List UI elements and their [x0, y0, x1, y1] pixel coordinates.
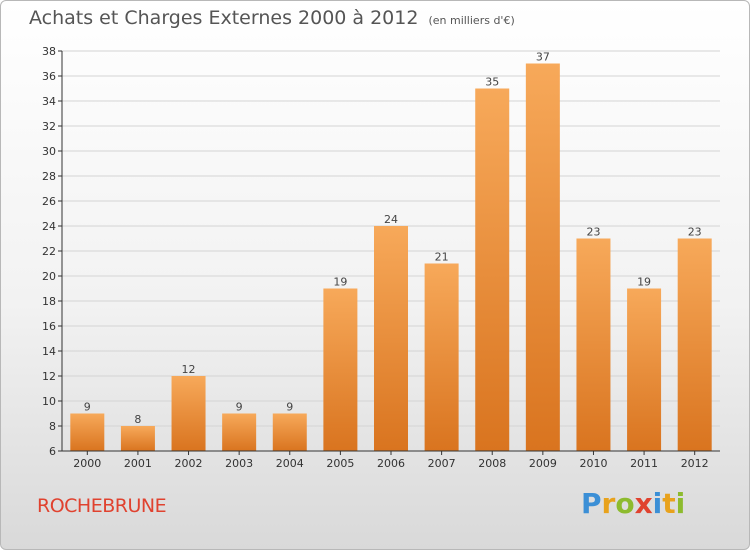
x-tick-label: 2000	[73, 457, 101, 470]
bar	[272, 413, 307, 451]
y-tick-label: 32	[42, 120, 56, 133]
bar	[120, 426, 155, 451]
data-label: 9	[286, 401, 293, 414]
x-tick-label: 2001	[124, 457, 152, 470]
y-tick-label: 20	[42, 270, 56, 283]
data-label: 19	[333, 276, 347, 289]
y-tick-label: 38	[42, 45, 56, 58]
bar	[576, 238, 611, 451]
bar	[475, 88, 510, 451]
x-tick-label: 2007	[428, 457, 456, 470]
bar	[424, 263, 459, 451]
brand-letter: t	[662, 487, 676, 520]
bar	[525, 63, 560, 451]
y-tick-label: 30	[42, 145, 56, 158]
y-tick-label: 28	[42, 170, 56, 183]
brand-letter: P	[581, 487, 602, 520]
data-label: 35	[485, 76, 499, 89]
x-tick-label: 2012	[681, 457, 709, 470]
y-tick-label: 26	[42, 195, 56, 208]
y-tick-label: 36	[42, 70, 56, 83]
bars	[70, 63, 712, 451]
data-label: 9	[236, 401, 243, 414]
x-tick-label: 2005	[326, 457, 354, 470]
brand-logo: Proxiti	[581, 487, 685, 520]
brand-letter: i	[675, 487, 686, 520]
bar	[171, 376, 206, 451]
data-label: 37	[536, 51, 550, 64]
x-tick-label: 2009	[529, 457, 557, 470]
bar	[677, 238, 712, 451]
y-tick-label: 10	[42, 395, 56, 408]
y-tick-label: 16	[42, 320, 56, 333]
data-label: 19	[637, 276, 651, 289]
data-label: 8	[134, 413, 141, 426]
x-tick-label: 2003	[225, 457, 253, 470]
brand-letter: r	[601, 487, 616, 520]
x-tick-label: 2006	[377, 457, 405, 470]
y-tick-label: 8	[49, 420, 56, 433]
axes: 6 8 10 12 14 16 18 20 22 24 26 28 30 32 34 36 38 2000 2001…	[42, 45, 720, 470]
x-tick-label: 2004	[276, 457, 304, 470]
y-tick-label: 14	[42, 345, 56, 358]
brand-letter: i	[652, 487, 663, 520]
x-tick-label: 2010	[579, 457, 607, 470]
data-label: 24	[384, 213, 398, 226]
data-labels: 9 8 12 9 9 19 24 21 35 37 23 19 23	[84, 51, 702, 427]
y-tick-label: 6	[49, 445, 56, 458]
x-tick-label: 2002	[175, 457, 203, 470]
bar	[70, 413, 105, 451]
y-tick-label: 22	[42, 245, 56, 258]
data-label: 12	[182, 363, 196, 376]
brand-letter: x	[634, 487, 653, 520]
data-label: 23	[586, 226, 600, 239]
bar	[374, 226, 408, 451]
x-tick-label: 2011	[630, 457, 658, 470]
bar	[222, 413, 257, 451]
bar	[323, 288, 358, 451]
chart-title-text: Achats et Charges Externes 2000 à 2012	[29, 7, 419, 29]
data-label: 9	[84, 401, 91, 414]
y-tick-label: 24	[42, 220, 56, 233]
x-tick-label: 2008	[478, 457, 506, 470]
y-tick-label: 34	[42, 95, 56, 108]
chart-title: Achats et Charges Externes 2000 à 2012 (e…	[29, 7, 515, 29]
brand-letter: o	[615, 487, 635, 520]
place-name: ROCHEBRUNE	[37, 495, 167, 517]
bar	[627, 288, 662, 451]
y-tick-label: 12	[42, 370, 56, 383]
data-label: 21	[435, 251, 449, 264]
y-tick-label: 18	[42, 295, 56, 308]
data-label: 23	[688, 226, 702, 239]
chart-subtitle: (en milliers d'€)	[428, 14, 515, 27]
